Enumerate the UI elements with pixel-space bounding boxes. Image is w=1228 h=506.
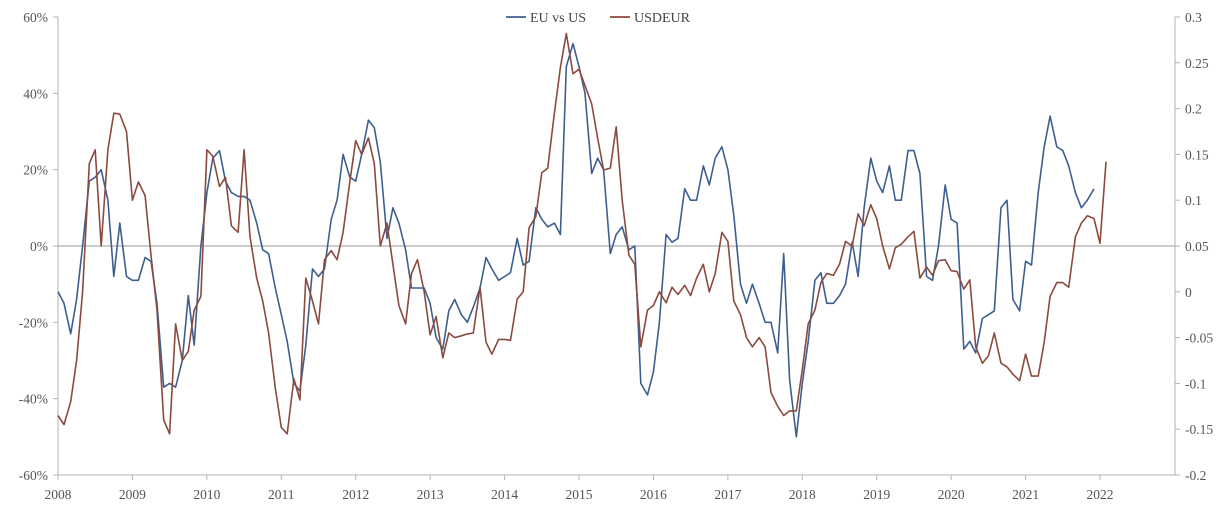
y-right-tick-label: 0.15 [1185,147,1209,162]
y-right-tick-label: 0 [1185,285,1192,300]
x-tick-label: 2020 [938,487,965,502]
x-tick-label: 2016 [640,487,667,502]
y-left-tick-label: -60% [19,468,48,483]
x-tick-label: 2017 [714,487,741,502]
x-tick-label: 2008 [45,487,72,502]
x-tick-label: 2022 [1087,487,1114,502]
legend-label-usdeur: USDEUR [634,11,691,26]
y-right-tick-label: 0.3 [1185,10,1202,25]
y-right-tick-label: 0.1 [1185,193,1202,208]
y-left-tick-label: 20% [23,163,48,178]
y-right-tick-label: -0.2 [1185,468,1206,483]
x-tick-label: 2018 [789,487,816,502]
x-tick-label: 2011 [268,487,295,502]
y-left-tick-label: 0% [30,239,48,254]
x-tick-label: 2019 [863,487,890,502]
x-tick-label: 2021 [1012,487,1039,502]
y-right-tick-label: -0.15 [1185,422,1213,437]
x-tick-label: 2012 [342,487,369,502]
x-tick-label: 2015 [566,487,593,502]
y-left-tick-label: -20% [19,315,48,330]
x-tick-label: 2013 [417,487,444,502]
axes [53,16,1180,480]
x-tick-label: 2009 [119,487,146,502]
y-right-tick-label: -0.1 [1185,376,1206,391]
y-right-tick-label: -0.05 [1185,331,1213,346]
y-left-tick-label: -40% [19,392,48,407]
tick-labels: 60% 40% 20% 0% -20% -40% -60% 0.3 0.25 0.2 0.15 0.1… [19,10,1214,502]
series-layer [57,32,1107,438]
y-right-tick-label: 0.25 [1185,56,1209,71]
y-left-tick-label: 60% [23,10,48,25]
legend-label-eu-vs-us: EU vs US [530,11,586,26]
x-tick-label: 2014 [491,487,518,502]
legend: EU vs US USDEUR [506,11,691,26]
y-right-tick-label: 0.2 [1185,102,1202,117]
y-right-tick-label: 0.05 [1185,239,1209,254]
series-line-usdeur [57,32,1107,435]
y-left-tick-label: 40% [23,86,48,101]
x-tick-label: 2010 [193,487,220,502]
series-line-eu-vs-us [57,42,1095,438]
